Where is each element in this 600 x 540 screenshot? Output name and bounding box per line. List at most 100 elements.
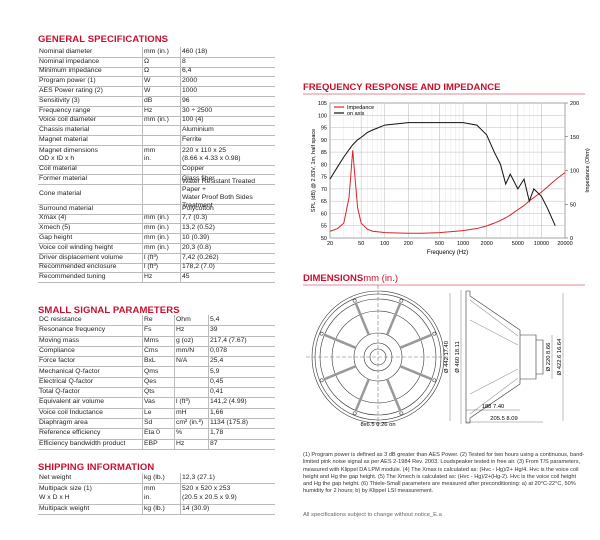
spoke (323, 365, 357, 381)
table-row: Coil material Copper (38, 164, 275, 176)
table-row: Total Q-factor Qts 0,41 (38, 387, 275, 399)
table-cell: Compliance (39, 346, 75, 354)
table-cell: Force factor (39, 357, 76, 365)
table-cell: 178,2 (7.0) (180, 262, 275, 273)
spoke (323, 333, 357, 349)
y-tick-label: 65 (321, 199, 327, 205)
table-cell: Hz (174, 438, 208, 449)
table-cell: DC resistance (39, 316, 82, 324)
table-cell: l (ft³) (142, 262, 180, 273)
x-tick-label: 20 (327, 241, 333, 247)
table-cell: kg (lb.) (142, 503, 180, 515)
x-tick-label: 50 (358, 241, 364, 247)
table-cell: Re (142, 315, 174, 326)
table-cell: Sensitivity (3) (39, 96, 80, 104)
table-cell: 8 (180, 56, 275, 67)
y-tick-label: 50 (321, 236, 327, 242)
table-cell: Xmax (4) (39, 214, 67, 222)
y-tick-label: 90 (321, 138, 327, 144)
spoke (354, 302, 370, 336)
table-cell: 220 x 110 x 25 (8.66 x 4.33 x 0.98) (180, 145, 275, 165)
table-row: Compliance Cms mm/N 0,078 (38, 345, 275, 358)
table-cell: mm (in.) (142, 115, 180, 126)
table-row: Reference efficiency Eta 0% 1,78 (38, 428, 275, 440)
table-cell: Water Resistant Treated Paper + Water Pr… (180, 178, 275, 209)
table-cell: 460 (18) (180, 47, 275, 57)
table-cell: Voice coil diameter (39, 116, 97, 124)
y-tick-label: 60 (321, 211, 327, 217)
table-cell: mm in. (142, 145, 180, 165)
dimension-label: 8x6.5 0.26 on (360, 422, 395, 428)
y-tick-label: 100 (318, 113, 327, 119)
table-cell: Qms (142, 366, 174, 377)
table-row: Force factor BxL N/A 25,4 (38, 356, 275, 368)
table-cell: Mechanical Q-factor (39, 367, 100, 375)
table-row: Frequency range Hz 30 ÷ 2500 (38, 105, 275, 117)
side-profile (465, 290, 544, 424)
table-cell: cm² (in.²) (174, 418, 208, 429)
table-cell: mm (in.) (142, 243, 180, 253)
dimension-label: Ø 460 18.11 (455, 341, 461, 372)
y-tick-label: 85 (321, 150, 327, 156)
table-cell: Recommended tuning (39, 273, 106, 281)
table-cell: Hz (174, 325, 208, 336)
table-cell: Copper (180, 164, 275, 175)
table-cell: 100 (4) (180, 115, 275, 126)
table-cell: Eta 0 (142, 428, 174, 439)
chart-title: FREQUENCY RESPONSE AND IMPEDANCE (303, 82, 500, 93)
table-cell: Diaphragm area (39, 419, 88, 427)
table-cell: AES Power rating (2) (39, 87, 103, 94)
table-row: Multipack size (1) W x D x H mm in. 520 x … (38, 483, 275, 505)
y2-tick-label: 50 (570, 202, 576, 208)
spoke (386, 378, 402, 412)
table-cell: Ω (142, 66, 180, 77)
y-tick-label: 55 (321, 224, 327, 230)
table-cell: 520 x 520 x 253 (20.5 x 20.5 x 9.9) (180, 483, 275, 504)
table-row: Equivalent air volume Vas l (ft³) 141,2 (4.… (38, 397, 275, 409)
table-cell: 1134 (175.8) (208, 418, 275, 429)
table-cell: Glass fiber (180, 174, 275, 185)
table-cell: 1,66 (208, 407, 275, 418)
table-cell: 96 (180, 96, 275, 106)
mount-hole (352, 411, 357, 416)
mount-hole (352, 298, 357, 303)
section-title: DIMENSIONSmm (in.) (303, 273, 398, 284)
table-cell: Recommended enclosure (39, 263, 117, 271)
section-title: SHIPPING INFORMATION (38, 462, 155, 473)
mount-hole (319, 331, 324, 336)
table-row: Voice coil Inductance Le mH 1,66 (38, 407, 275, 419)
y-tick-label: 105 (318, 101, 327, 107)
series-line (329, 150, 566, 234)
table-cell: 12,3 (27.1) (180, 473, 275, 484)
table-cell (174, 376, 208, 388)
table-cell (142, 164, 180, 175)
table-row: Magnet material Ferrite (38, 135, 275, 146)
table-cell: mm (in.) (142, 233, 180, 243)
table-cell: Hz (142, 272, 180, 283)
table-cell: Coil material (39, 165, 77, 173)
table-row: Surround material Polycotton (38, 203, 275, 215)
table-cell: Minimum impedance (39, 67, 102, 75)
table-cell: 141,2 (4.99) (208, 397, 275, 408)
table-row: AES Power rating (2) W 1000 (38, 86, 275, 97)
table-cell (142, 203, 180, 214)
plot-area (329, 102, 566, 239)
y-tick-label: 95 (321, 126, 327, 132)
section-title: SMALL SIGNAL PARAMETERS (38, 305, 180, 316)
y-tick-label: 75 (321, 175, 327, 181)
x-tick-label: 20000 (557, 241, 572, 247)
table-cell: 1000 (180, 86, 275, 96)
table-row: Resonance frequency Fs Hz 39 (38, 325, 275, 337)
legend-label: on axis (347, 111, 365, 117)
table-cell: Chassis material (39, 126, 90, 134)
x-tick-label: 5000 (512, 241, 524, 247)
table-cell: kg (lb.) (142, 473, 180, 484)
table-cell: Voice coil winding height (39, 243, 114, 251)
table-cell (142, 184, 180, 204)
dimension-label: Ø 442 17.40 (444, 341, 450, 373)
table-cell: Polycotton (180, 203, 275, 214)
table-cell: Sd (142, 418, 174, 429)
table-cell: mm in. (142, 483, 180, 504)
table-row: Gap height mm (in.) 10 (0.39) (38, 233, 275, 244)
